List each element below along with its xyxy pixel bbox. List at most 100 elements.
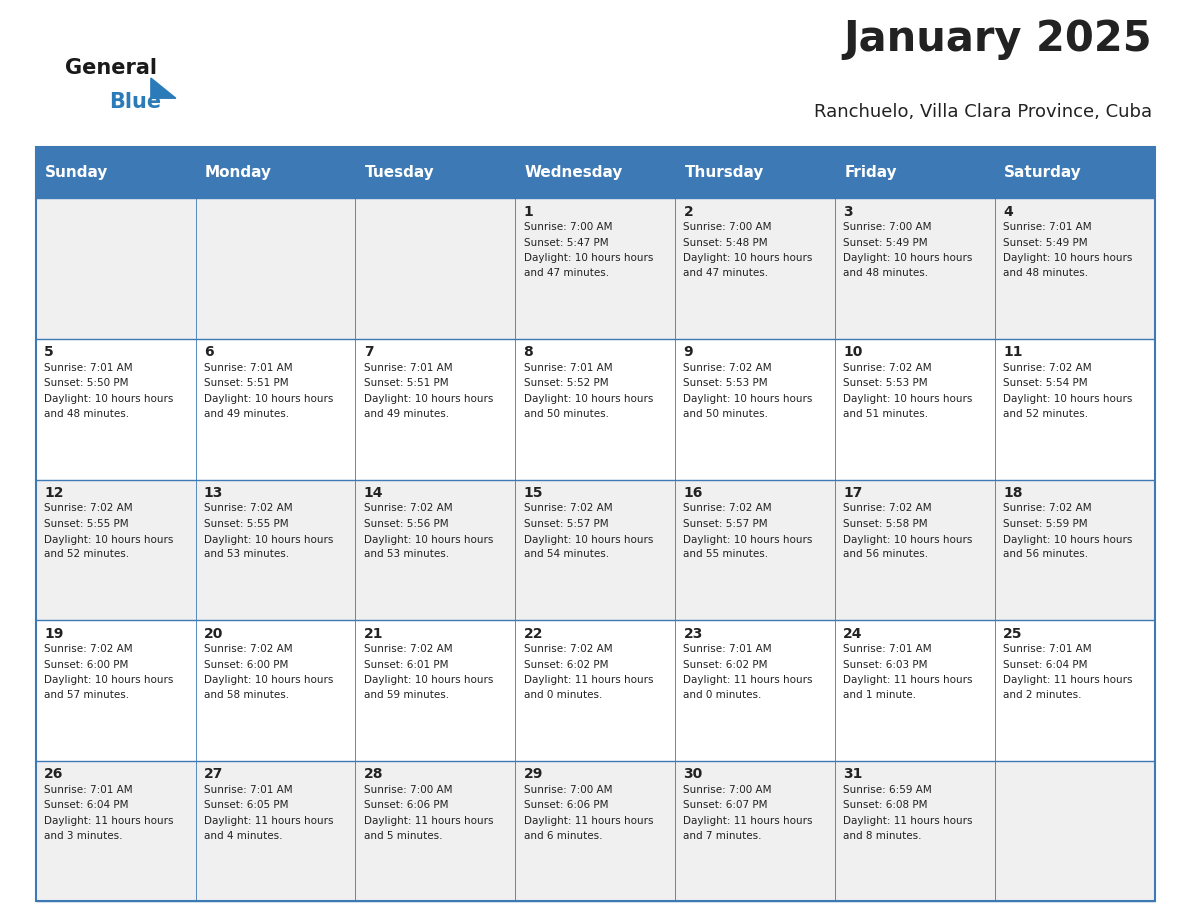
Text: 2: 2 — [683, 205, 693, 218]
Text: Daylight: 10 hours hours: Daylight: 10 hours hours — [204, 534, 333, 544]
Text: Sunrise: 7:01 AM: Sunrise: 7:01 AM — [1003, 222, 1092, 232]
Text: and 49 minutes.: and 49 minutes. — [364, 409, 449, 419]
Text: Sunrise: 7:00 AM: Sunrise: 7:00 AM — [843, 222, 931, 232]
Text: Sunset: 6:05 PM: Sunset: 6:05 PM — [204, 800, 289, 811]
Text: 21: 21 — [364, 627, 384, 641]
Bar — [36, 479, 1155, 621]
Text: and 48 minutes.: and 48 minutes. — [1003, 268, 1088, 278]
Text: 7: 7 — [364, 345, 373, 359]
Text: Sunset: 6:03 PM: Sunset: 6:03 PM — [843, 660, 928, 669]
Text: and 51 minutes.: and 51 minutes. — [843, 409, 929, 419]
Text: Sunrise: 7:00 AM: Sunrise: 7:00 AM — [683, 785, 772, 795]
Text: Daylight: 10 hours hours: Daylight: 10 hours hours — [44, 676, 173, 685]
Text: Sunset: 5:49 PM: Sunset: 5:49 PM — [1003, 238, 1088, 248]
Text: Daylight: 10 hours hours: Daylight: 10 hours hours — [843, 394, 973, 404]
Text: Sunset: 5:50 PM: Sunset: 5:50 PM — [44, 378, 128, 388]
Text: 25: 25 — [1003, 627, 1023, 641]
Text: Sunday: Sunday — [45, 165, 108, 180]
Text: 12: 12 — [44, 486, 63, 500]
Text: and 59 minutes.: and 59 minutes. — [364, 690, 449, 700]
Text: Sunrise: 7:01 AM: Sunrise: 7:01 AM — [683, 644, 772, 654]
Text: Sunrise: 7:01 AM: Sunrise: 7:01 AM — [364, 363, 453, 373]
Text: Sunrise: 7:01 AM: Sunrise: 7:01 AM — [44, 785, 133, 795]
Text: and 50 minutes.: and 50 minutes. — [683, 409, 769, 419]
Text: Sunrise: 7:00 AM: Sunrise: 7:00 AM — [524, 222, 612, 232]
Text: Sunset: 5:56 PM: Sunset: 5:56 PM — [364, 519, 448, 529]
Text: 8: 8 — [524, 345, 533, 359]
Text: 22: 22 — [524, 627, 543, 641]
Text: Daylight: 11 hours hours: Daylight: 11 hours hours — [524, 816, 653, 826]
Text: Daylight: 10 hours hours: Daylight: 10 hours hours — [683, 534, 813, 544]
Text: 18: 18 — [1003, 486, 1023, 500]
Text: 27: 27 — [204, 767, 223, 781]
Text: Sunset: 6:04 PM: Sunset: 6:04 PM — [1003, 660, 1088, 669]
Text: Daylight: 10 hours hours: Daylight: 10 hours hours — [204, 394, 333, 404]
Text: and 8 minutes.: and 8 minutes. — [843, 831, 922, 841]
Bar — [36, 198, 1155, 339]
Text: 28: 28 — [364, 767, 384, 781]
Text: 20: 20 — [204, 627, 223, 641]
Text: and 57 minutes.: and 57 minutes. — [44, 690, 129, 700]
Text: Sunset: 5:57 PM: Sunset: 5:57 PM — [524, 519, 608, 529]
Text: 31: 31 — [843, 767, 862, 781]
Text: Monday: Monday — [206, 165, 272, 180]
Text: 5: 5 — [44, 345, 53, 359]
Text: Daylight: 11 hours hours: Daylight: 11 hours hours — [843, 676, 973, 685]
Text: Sunrise: 7:00 AM: Sunrise: 7:00 AM — [364, 785, 453, 795]
Polygon shape — [151, 78, 176, 98]
Text: Sunrise: 7:02 AM: Sunrise: 7:02 AM — [364, 503, 453, 513]
Text: and 55 minutes.: and 55 minutes. — [683, 549, 769, 559]
Text: Saturday: Saturday — [1004, 165, 1082, 180]
Text: and 4 minutes.: and 4 minutes. — [204, 831, 283, 841]
Text: Sunrise: 7:02 AM: Sunrise: 7:02 AM — [1003, 363, 1092, 373]
Text: Sunset: 5:53 PM: Sunset: 5:53 PM — [843, 378, 928, 388]
Text: Friday: Friday — [845, 165, 897, 180]
Text: and 48 minutes.: and 48 minutes. — [44, 409, 129, 419]
Text: Sunset: 6:06 PM: Sunset: 6:06 PM — [524, 800, 608, 811]
Text: Daylight: 11 hours hours: Daylight: 11 hours hours — [204, 816, 334, 826]
Text: Sunset: 5:47 PM: Sunset: 5:47 PM — [524, 238, 608, 248]
Text: Daylight: 10 hours hours: Daylight: 10 hours hours — [524, 534, 653, 544]
Text: Sunrise: 7:00 AM: Sunrise: 7:00 AM — [524, 785, 612, 795]
Text: Sunset: 6:07 PM: Sunset: 6:07 PM — [683, 800, 767, 811]
Text: and 0 minutes.: and 0 minutes. — [524, 690, 602, 700]
Text: 1: 1 — [524, 205, 533, 218]
Text: Sunset: 6:06 PM: Sunset: 6:06 PM — [364, 800, 448, 811]
Text: 10: 10 — [843, 345, 862, 359]
Text: Sunset: 5:51 PM: Sunset: 5:51 PM — [204, 378, 289, 388]
Text: and 48 minutes.: and 48 minutes. — [843, 268, 929, 278]
Text: Sunset: 6:01 PM: Sunset: 6:01 PM — [364, 660, 448, 669]
Text: 9: 9 — [683, 345, 693, 359]
Text: Sunrise: 7:02 AM: Sunrise: 7:02 AM — [44, 503, 133, 513]
Text: and 2 minutes.: and 2 minutes. — [1003, 690, 1082, 700]
Text: Daylight: 10 hours hours: Daylight: 10 hours hours — [1003, 534, 1132, 544]
Text: Sunset: 5:57 PM: Sunset: 5:57 PM — [683, 519, 769, 529]
Text: Daylight: 10 hours hours: Daylight: 10 hours hours — [364, 394, 493, 404]
Text: and 47 minutes.: and 47 minutes. — [524, 268, 608, 278]
Text: and 53 minutes.: and 53 minutes. — [204, 549, 289, 559]
Text: Daylight: 10 hours hours: Daylight: 10 hours hours — [524, 253, 653, 263]
Text: Sunset: 6:00 PM: Sunset: 6:00 PM — [204, 660, 289, 669]
Text: Sunset: 5:55 PM: Sunset: 5:55 PM — [204, 519, 289, 529]
Text: and 54 minutes.: and 54 minutes. — [524, 549, 608, 559]
Text: Daylight: 10 hours hours: Daylight: 10 hours hours — [44, 394, 173, 404]
Text: 11: 11 — [1003, 345, 1023, 359]
Text: Daylight: 10 hours hours: Daylight: 10 hours hours — [683, 253, 813, 263]
Text: 15: 15 — [524, 486, 543, 500]
Text: and 7 minutes.: and 7 minutes. — [683, 831, 762, 841]
Text: 30: 30 — [683, 767, 702, 781]
Text: Sunset: 5:58 PM: Sunset: 5:58 PM — [843, 519, 928, 529]
Text: 26: 26 — [44, 767, 63, 781]
Text: Sunrise: 7:01 AM: Sunrise: 7:01 AM — [204, 785, 292, 795]
Text: Daylight: 10 hours hours: Daylight: 10 hours hours — [1003, 253, 1132, 263]
Text: Sunrise: 7:01 AM: Sunrise: 7:01 AM — [524, 363, 612, 373]
Text: and 0 minutes.: and 0 minutes. — [683, 690, 762, 700]
Text: Sunrise: 7:02 AM: Sunrise: 7:02 AM — [44, 644, 133, 654]
Bar — [36, 621, 1155, 761]
Text: Wednesday: Wednesday — [525, 165, 624, 180]
Text: Daylight: 11 hours hours: Daylight: 11 hours hours — [524, 676, 653, 685]
Text: Sunset: 5:48 PM: Sunset: 5:48 PM — [683, 238, 769, 248]
Text: Sunset: 6:04 PM: Sunset: 6:04 PM — [44, 800, 128, 811]
Text: Sunrise: 7:02 AM: Sunrise: 7:02 AM — [1003, 503, 1092, 513]
Text: 19: 19 — [44, 627, 63, 641]
